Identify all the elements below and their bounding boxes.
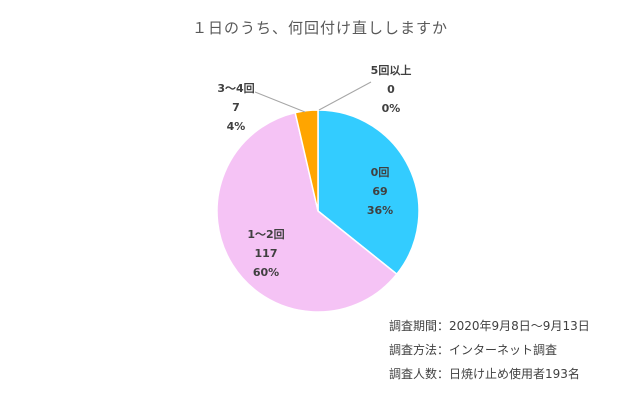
slice-count-3: 0 — [387, 83, 395, 96]
survey-method-note: 調査方法：インターネット調査 — [389, 343, 558, 357]
slice-label-3: 5回以上 — [371, 63, 412, 77]
slice-count-2: 7 — [232, 101, 240, 114]
chart-title: １日のうち、何回付け直ししますか — [192, 19, 448, 37]
slice-label-1: 1～2回 — [247, 227, 284, 241]
survey-respondents-note: 調査人数：日焼け止め使用者193名 — [389, 367, 580, 381]
slice-label-2: 3～4回 — [217, 81, 254, 95]
slice-percent-0: 36% — [367, 204, 393, 217]
slice-percent-3: 0% — [382, 102, 401, 115]
pie-slices — [216, 109, 420, 313]
slice-count-1: 117 — [255, 247, 278, 260]
slice-label-0: 0回 — [371, 165, 390, 179]
pie-slice-1 — [216, 111, 398, 313]
leader-line-3 — [318, 81, 372, 111]
slice-count-0: 69 — [372, 185, 387, 198]
slice-percent-2: 4% — [227, 120, 246, 133]
slice-percent-1: 60% — [253, 266, 279, 279]
pie-slice-0 — [317, 109, 420, 276]
leader-line-2 — [254, 91, 306, 113]
survey-period-note: 調査期間：2020年9月8日～9月13日 — [389, 319, 590, 333]
leader-lines — [254, 81, 372, 113]
pie-slice-2 — [294, 109, 319, 212]
slice-labels: 0回 69 36% 1～2回 117 60% 3～4回 7 4% 5回以上 0 0% — [217, 63, 411, 279]
